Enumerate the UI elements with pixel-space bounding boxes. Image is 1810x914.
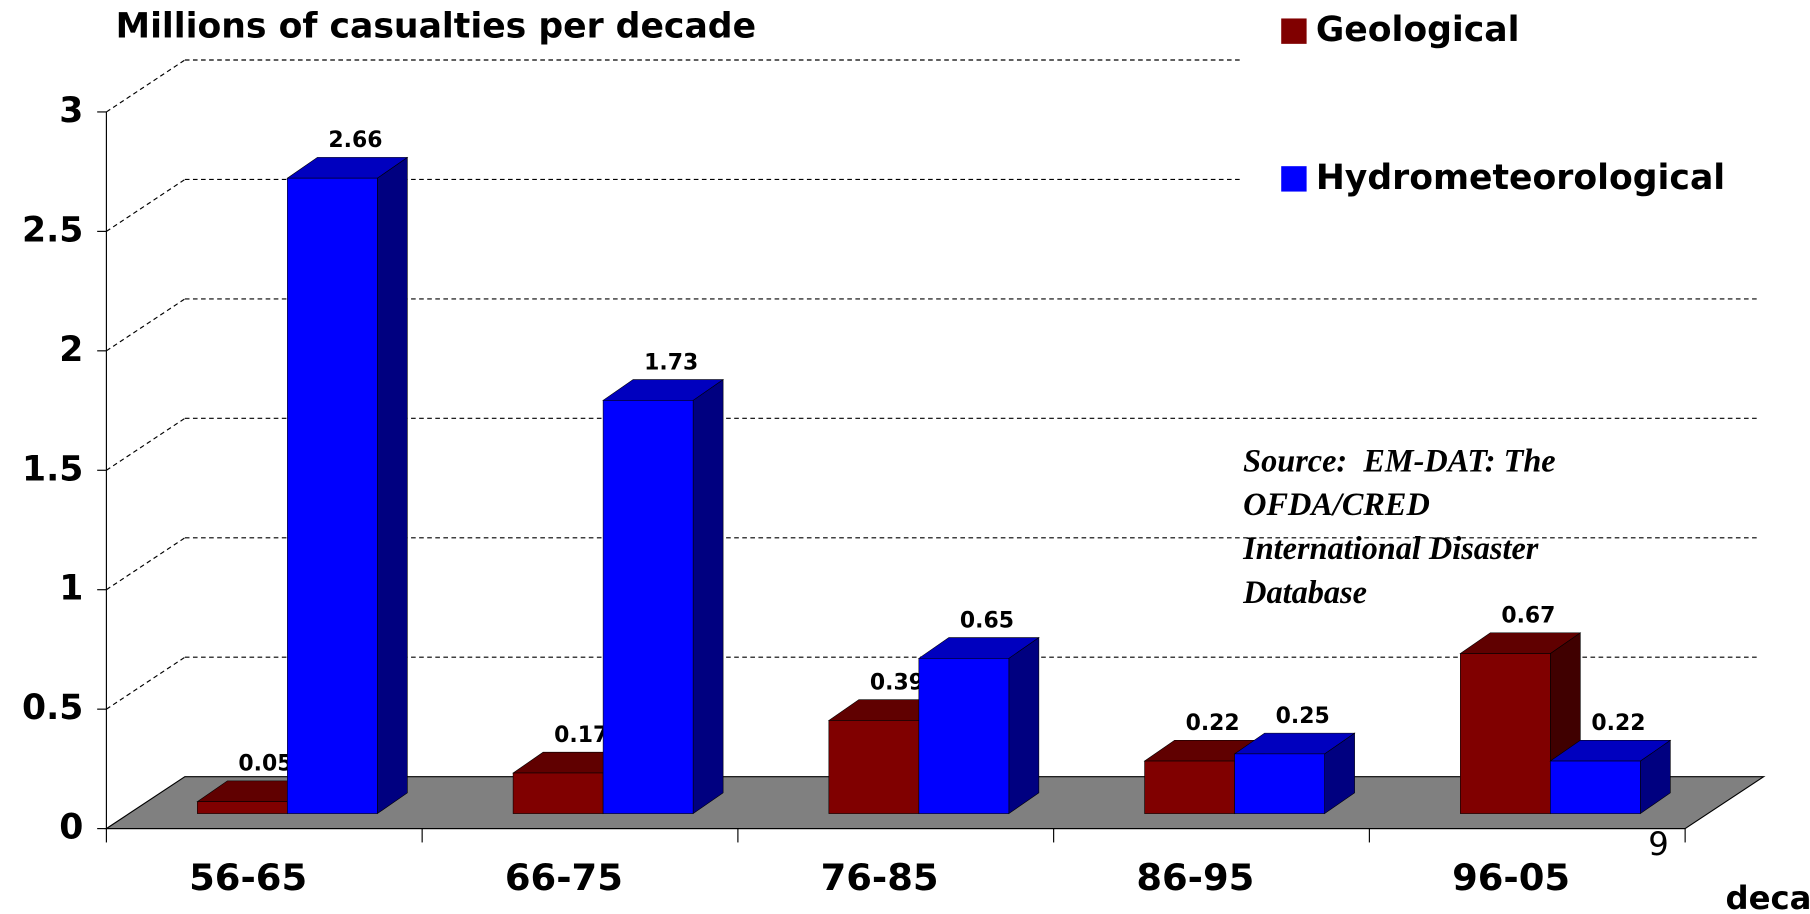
annotation-line: OFDA/CRED (1243, 486, 1430, 522)
bar-front (287, 177, 378, 814)
grid-line (106, 417, 186, 471)
y-tick-label: 0.5 (22, 688, 83, 728)
legend-bg (1275, 5, 1807, 57)
data-label: 0.22 (1186, 711, 1240, 736)
grid-line (106, 537, 186, 591)
data-label: 1.73 (644, 350, 698, 375)
y-tick-label: 1 (59, 569, 83, 609)
x-tick-label: 66-75 (505, 856, 623, 899)
data-label: 0.25 (1276, 704, 1330, 729)
data-label: 0.22 (1591, 711, 1645, 736)
annotation: Source: EM-DAT: The OFDA/CRED Internationa… (1242, 442, 1555, 610)
bar (602, 379, 725, 815)
bar-side (377, 156, 408, 815)
axis-note: 9 (1648, 825, 1669, 863)
x-tick-label: 96-05 (1452, 856, 1570, 899)
bar (1233, 732, 1356, 815)
legend-swatch (1281, 166, 1307, 192)
bar-front (1550, 760, 1641, 814)
data-label: 0.67 (1501, 604, 1555, 629)
chart-title: Millions of casualties per decade (116, 7, 756, 47)
grid-line (106, 178, 186, 232)
x-tick-label: 86-95 (1136, 856, 1254, 899)
legend-swatch (1281, 18, 1307, 44)
grid-line (106, 298, 186, 352)
bar (917, 636, 1040, 815)
y-tick-label: 3 (59, 91, 83, 131)
legend-label: Geological (1316, 10, 1520, 50)
x-tick-label: 76-85 (821, 856, 939, 899)
x-tick-label: 56-65 (189, 856, 307, 899)
bar-front (828, 720, 920, 814)
annotation-line: Source: EM-DAT: The (1243, 442, 1556, 478)
data-label: 0.17 (554, 723, 608, 748)
bar-front (1460, 653, 1551, 814)
legend-label: Hydrometeorological (1316, 158, 1725, 198)
grid-line (106, 656, 186, 710)
bar (1549, 739, 1672, 815)
bar-front (602, 400, 694, 814)
bar-side (692, 379, 724, 815)
bar-front (1234, 753, 1325, 814)
data-label: 0.39 (870, 671, 924, 696)
bar (286, 156, 409, 815)
y-tick-label: 2 (59, 330, 83, 370)
data-label: 0.65 (960, 608, 1014, 633)
x-axis-label: decade (1726, 879, 1810, 914)
bar-front (1144, 760, 1235, 814)
annotation-line: Database (1242, 574, 1367, 610)
bar-side (1008, 636, 1040, 815)
bar-front (918, 658, 1010, 814)
y-tick-label: 0 (59, 808, 83, 848)
y-tick-label: 1.5 (22, 449, 83, 489)
data-label: 2.66 (328, 128, 382, 153)
bar-front (197, 801, 288, 814)
y-tick-label: 2.5 (22, 210, 83, 250)
legend-bg (1275, 153, 1807, 205)
grid-line (106, 59, 186, 113)
annotation-line: International Disaster (1242, 530, 1539, 566)
data-label: 0.05 (238, 752, 292, 777)
bar-front (512, 772, 604, 814)
